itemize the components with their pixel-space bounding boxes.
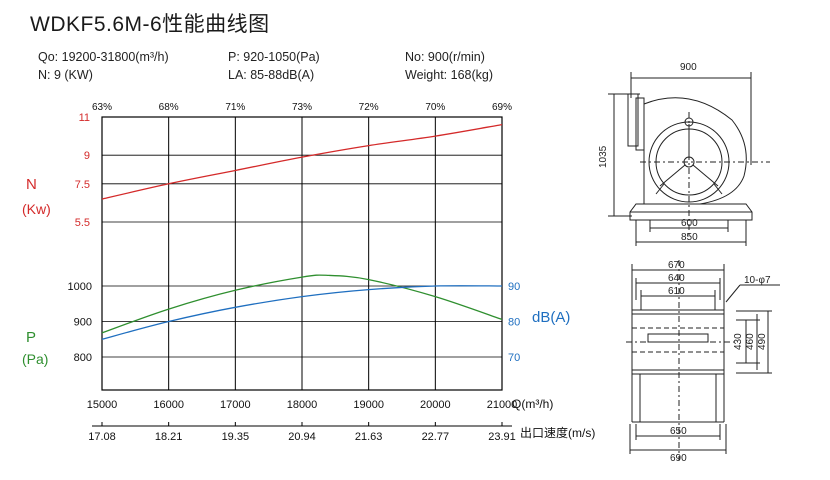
efficiency-tick-label: 70%: [425, 102, 445, 113]
x-tick-label: 19000: [353, 399, 384, 411]
dim-height-1035: 1035: [598, 145, 609, 168]
dim-640: 640: [668, 273, 685, 284]
db-tick-label: 80: [508, 317, 520, 329]
velocity-tick-label: 20.94: [288, 431, 316, 443]
db-tick-label: 70: [508, 352, 520, 364]
q-axis-label: Q(m³/h): [512, 397, 553, 411]
noise-curve: [101, 285, 503, 340]
spec-power: N: 9 (KW): [38, 68, 93, 82]
spec-weight: Weight: 168(kg): [405, 68, 494, 82]
velocity-tick-label: 23.91: [488, 431, 516, 443]
n-tick-label: 5.5: [75, 217, 90, 229]
n-tick-label: 11: [79, 112, 90, 124]
page-title: WDKF5.6M-6性能曲线图: [30, 13, 270, 36]
chart-ticks: 15000 17.08 63% 16000 18.21 68% 17000 19.35 71% 1…: [68, 102, 521, 443]
n-tick-label: 9: [84, 150, 90, 162]
velocity-axis-label: 出口速度(m/s): [520, 425, 595, 440]
dim-base-850: 850: [681, 232, 698, 243]
dim-610: 610: [668, 286, 685, 297]
n-axis-unit: (Kw): [22, 201, 51, 217]
dim-690: 690: [670, 453, 687, 464]
pressure-curve: [101, 274, 503, 334]
p-tick-label: 1000: [68, 281, 92, 293]
n-tick-label: 7.5: [75, 179, 90, 191]
efficiency-tick-label: 72%: [359, 102, 379, 113]
dim-holes: 10-φ7: [744, 275, 771, 286]
fan-side-view-drawing: [626, 260, 780, 460]
velocity-tick-label: 21.63: [355, 431, 383, 443]
velocity-tick-label: 22.77: [422, 431, 450, 443]
spec-airflow: Qo: 19200-31800(m³/h): [38, 50, 169, 64]
efficiency-tick-label: 71%: [225, 102, 245, 113]
dim-base-600: 600: [681, 218, 698, 229]
x-tick-label: 17000: [220, 399, 251, 411]
spec-noise: LA: 85-88dB(A): [228, 68, 315, 82]
x-tick-label: 21000: [487, 399, 518, 411]
p-axis-unit: (Pa): [22, 351, 48, 367]
x-tick-label: 18000: [287, 399, 318, 411]
efficiency-tick-label: 69%: [492, 102, 512, 113]
x-tick-label: 16000: [153, 399, 184, 411]
dim-460: 460: [745, 333, 756, 350]
dim-width-900: 900: [680, 62, 697, 73]
efficiency-tick-label: 63%: [92, 102, 112, 113]
chart-curves: [101, 123, 503, 340]
efficiency-tick-label: 68%: [159, 102, 179, 113]
dim-490: 490: [757, 333, 768, 350]
p-axis-symbol: P: [26, 329, 36, 346]
db-tick-label: 90: [508, 281, 520, 293]
p-tick-label: 800: [74, 352, 92, 364]
spec-speed: No: 900(r/min): [405, 50, 485, 64]
chart-grid: [92, 116, 512, 427]
x-tick-label: 15000: [87, 399, 118, 411]
n-axis-symbol: N: [26, 176, 37, 193]
dim-670: 670: [668, 260, 685, 271]
velocity-tick-label: 18.21: [155, 431, 183, 443]
db-axis-label: dB(A): [532, 309, 570, 326]
fan-front-view-drawing: [608, 72, 770, 246]
dim-430: 430: [733, 333, 744, 350]
velocity-tick-label: 19.35: [222, 431, 250, 443]
power-curve: [101, 123, 503, 200]
velocity-tick-label: 17.08: [88, 431, 116, 443]
p-tick-label: 900: [74, 317, 92, 329]
spec-pressure: P: 920-1050(Pa): [228, 50, 320, 64]
efficiency-tick-label: 73%: [292, 102, 312, 113]
x-tick-label: 20000: [420, 399, 451, 411]
dim-650: 650: [670, 426, 687, 437]
